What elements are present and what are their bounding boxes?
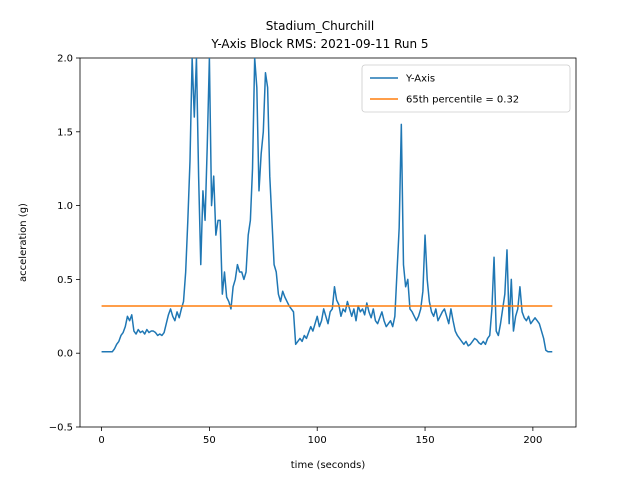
y-tick-label: −0.5 <box>49 423 73 434</box>
chart-title: Stadium_Churchill <box>266 19 374 33</box>
y-tick-label: 0.5 <box>57 275 73 286</box>
chart-titles: Stadium_Churchill Y-Axis Block RMS: 2021… <box>210 19 428 51</box>
plot-area-frame <box>79 57 577 428</box>
legend-entry-label: Y-Axis <box>405 74 435 85</box>
y-tick-label: 1.5 <box>57 127 73 138</box>
series-line-y-axis <box>101 58 553 353</box>
y-tick-label: 1.0 <box>57 201 73 212</box>
legend-entry-label: 65th percentile = 0.32 <box>406 95 519 106</box>
y-axis-ticks: −0.5 0.0 0.5 1.0 1.5 2.0 <box>49 54 80 434</box>
x-tick-label: 150 <box>415 435 434 446</box>
x-tick-label: 100 <box>308 435 327 446</box>
y-tick-label: 0.0 <box>57 349 73 360</box>
x-axis-ticks: 0 50 100 150 200 <box>98 427 542 446</box>
x-tick-label: 200 <box>523 435 542 446</box>
y-axis-label: acceleration (g) <box>18 203 29 282</box>
chart-legend: Y-Axis 65th percentile = 0.32 <box>361 64 571 113</box>
chart-subtitle: Y-Axis Block RMS: 2021-09-11 Run 5 <box>210 37 428 51</box>
x-tick-label: 0 <box>98 435 104 446</box>
x-tick-label: 50 <box>203 435 216 446</box>
y-tick-label: 2.0 <box>57 54 73 65</box>
series-layer <box>101 58 553 353</box>
legend-box <box>361 64 571 113</box>
x-axis-label: time (seconds) <box>291 460 366 471</box>
